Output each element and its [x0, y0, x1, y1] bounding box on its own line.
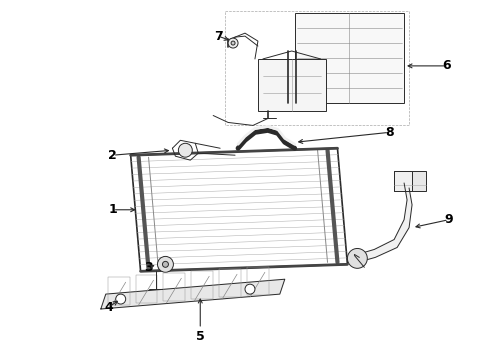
Text: 7: 7	[214, 30, 222, 42]
Text: 2: 2	[108, 149, 117, 162]
Circle shape	[178, 143, 192, 157]
Bar	[219, 269, 241, 297]
Bar	[294, 13, 404, 103]
Circle shape	[157, 256, 173, 272]
Text: 1: 1	[108, 203, 117, 216]
Text: 8: 8	[385, 126, 393, 139]
Bar	[394, 171, 426, 191]
Bar	[225, 11, 409, 125]
Bar	[108, 277, 130, 305]
Bar	[247, 267, 269, 295]
Circle shape	[231, 41, 235, 45]
Circle shape	[347, 248, 368, 268]
Bar	[164, 273, 185, 301]
Text: 6: 6	[442, 59, 451, 72]
Circle shape	[116, 294, 125, 304]
Text: 4: 4	[104, 301, 113, 314]
Text: 9: 9	[444, 213, 453, 226]
Bar	[258, 59, 325, 111]
Bar	[394, 171, 412, 191]
Polygon shape	[357, 183, 412, 262]
Circle shape	[245, 284, 255, 294]
Bar	[136, 275, 157, 303]
Circle shape	[228, 38, 238, 48]
Circle shape	[163, 261, 169, 267]
Text: 3: 3	[144, 261, 153, 274]
Polygon shape	[101, 279, 285, 309]
Bar	[191, 271, 213, 299]
Text: 5: 5	[196, 330, 205, 343]
